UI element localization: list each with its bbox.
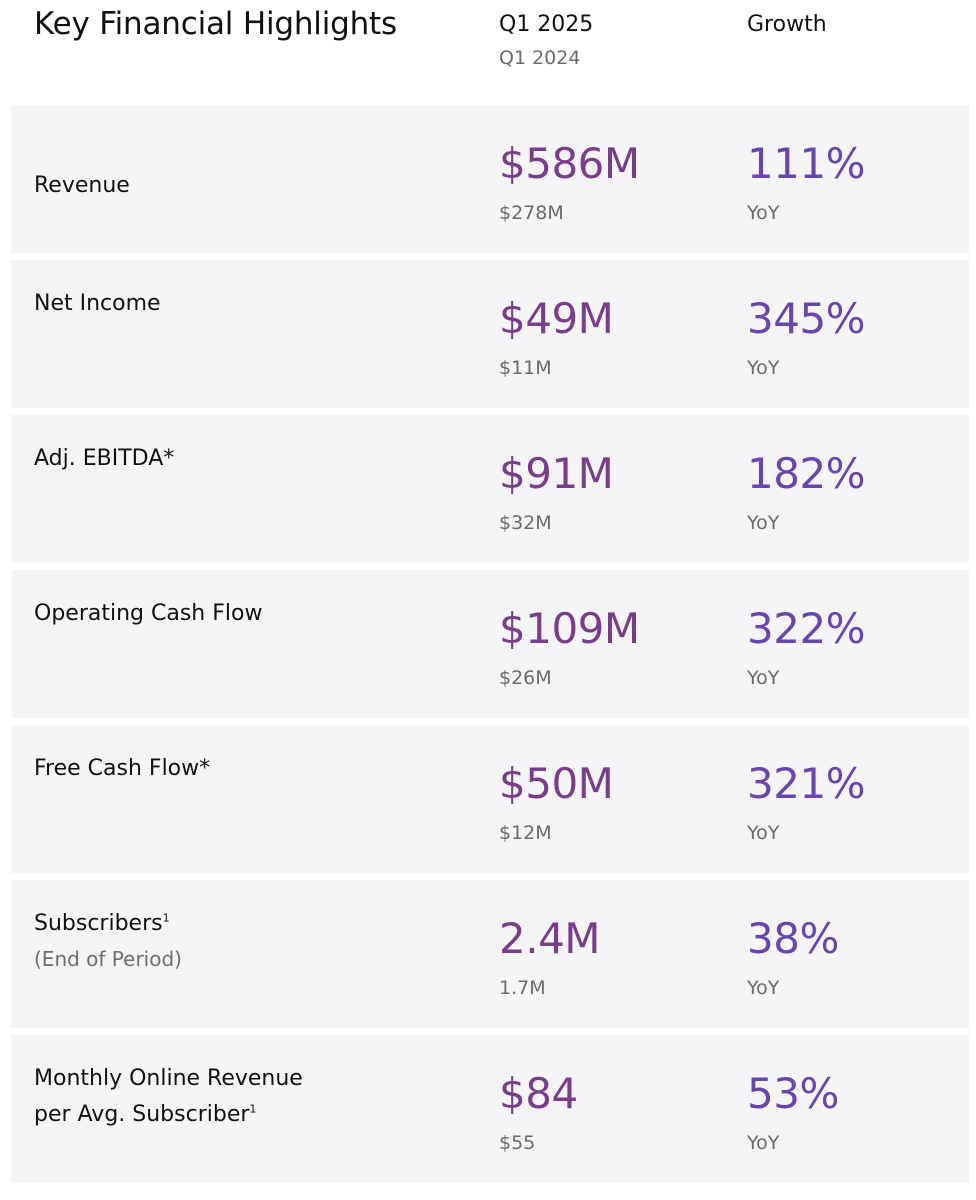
prior-value: $32M [499,512,552,534]
current-value: $49M [499,294,614,343]
growth-value: 53% [747,1069,839,1118]
growth-period-label: YoY [747,512,780,534]
metric-label: Free Cash Flow* [34,756,211,781]
growth-value: 182% [747,449,866,498]
growth-period-label: YoY [747,667,780,689]
metric-label-text: Subscribers [34,911,163,936]
highlights-table: Revenue $586M $278M 111% YoY Net Income … [11,105,969,1190]
metric-label: Net Income [34,291,161,316]
table-row-operating-cash-flow: Operating Cash Flow $109M $26M 322% YoY [11,570,969,718]
column-header-prior-period: Q1 2024 [499,47,581,69]
table-row-adj-ebitda: Adj. EBITDA* $91M $32M 182% YoY [11,415,969,563]
metric-label-line-1: Monthly Online Revenue [34,1066,303,1091]
growth-period-label: YoY [747,977,780,999]
current-value: $84 [499,1069,578,1118]
table-row-monthly-online-revenue: Monthly Online Revenue per Avg. Subscrib… [11,1035,969,1183]
growth-period-label: YoY [747,357,780,379]
page-title: Key Financial Highlights [34,6,397,42]
table-row-net-income: Net Income $49M $11M 345% YoY [11,260,969,408]
prior-value: $12M [499,822,552,844]
current-value: $91M [499,449,614,498]
growth-period-label: YoY [747,1132,780,1154]
prior-value: $55 [499,1132,536,1154]
table-row-free-cash-flow: Free Cash Flow* $50M $12M 321% YoY [11,725,969,873]
current-value: 2.4M [499,914,601,963]
growth-period-label: YoY [747,202,780,224]
current-value: $586M [499,139,640,188]
current-value: $50M [499,759,614,808]
footnote-marker: 1 [162,911,170,925]
growth-value: 345% [747,294,866,343]
column-header-current-period: Q1 2025 [499,12,594,37]
metric-sublabel: (End of Period) [34,947,182,971]
table-row-revenue: Revenue $586M $278M 111% YoY [11,105,969,253]
growth-value: 111% [747,139,866,188]
prior-value: $26M [499,667,552,689]
growth-value: 321% [747,759,866,808]
prior-value: 1.7M [499,977,546,999]
current-value: $109M [499,604,640,653]
column-header-growth: Growth [747,12,827,37]
growth-value: 322% [747,604,866,653]
table-header: Key Financial Highlights Q1 2025 Q1 2024… [0,0,976,104]
prior-value: $278M [499,202,564,224]
metric-label-line-2: per Avg. Subscriber [34,1102,250,1127]
footnote-marker: 1 [249,1102,257,1116]
metric-label: Adj. EBITDA* [34,446,175,471]
table-row-subscribers: Subscribers1 (End of Period) 2.4M 1.7M 3… [11,880,969,1028]
metric-label: Subscribers1 [34,906,454,942]
growth-value: 38% [747,914,839,963]
growth-period-label: YoY [747,822,780,844]
metric-label: Operating Cash Flow [34,601,263,626]
prior-value: $11M [499,357,552,379]
metric-label: Monthly Online Revenue per Avg. Subscrib… [34,1061,454,1133]
metric-label: Revenue [34,173,130,198]
